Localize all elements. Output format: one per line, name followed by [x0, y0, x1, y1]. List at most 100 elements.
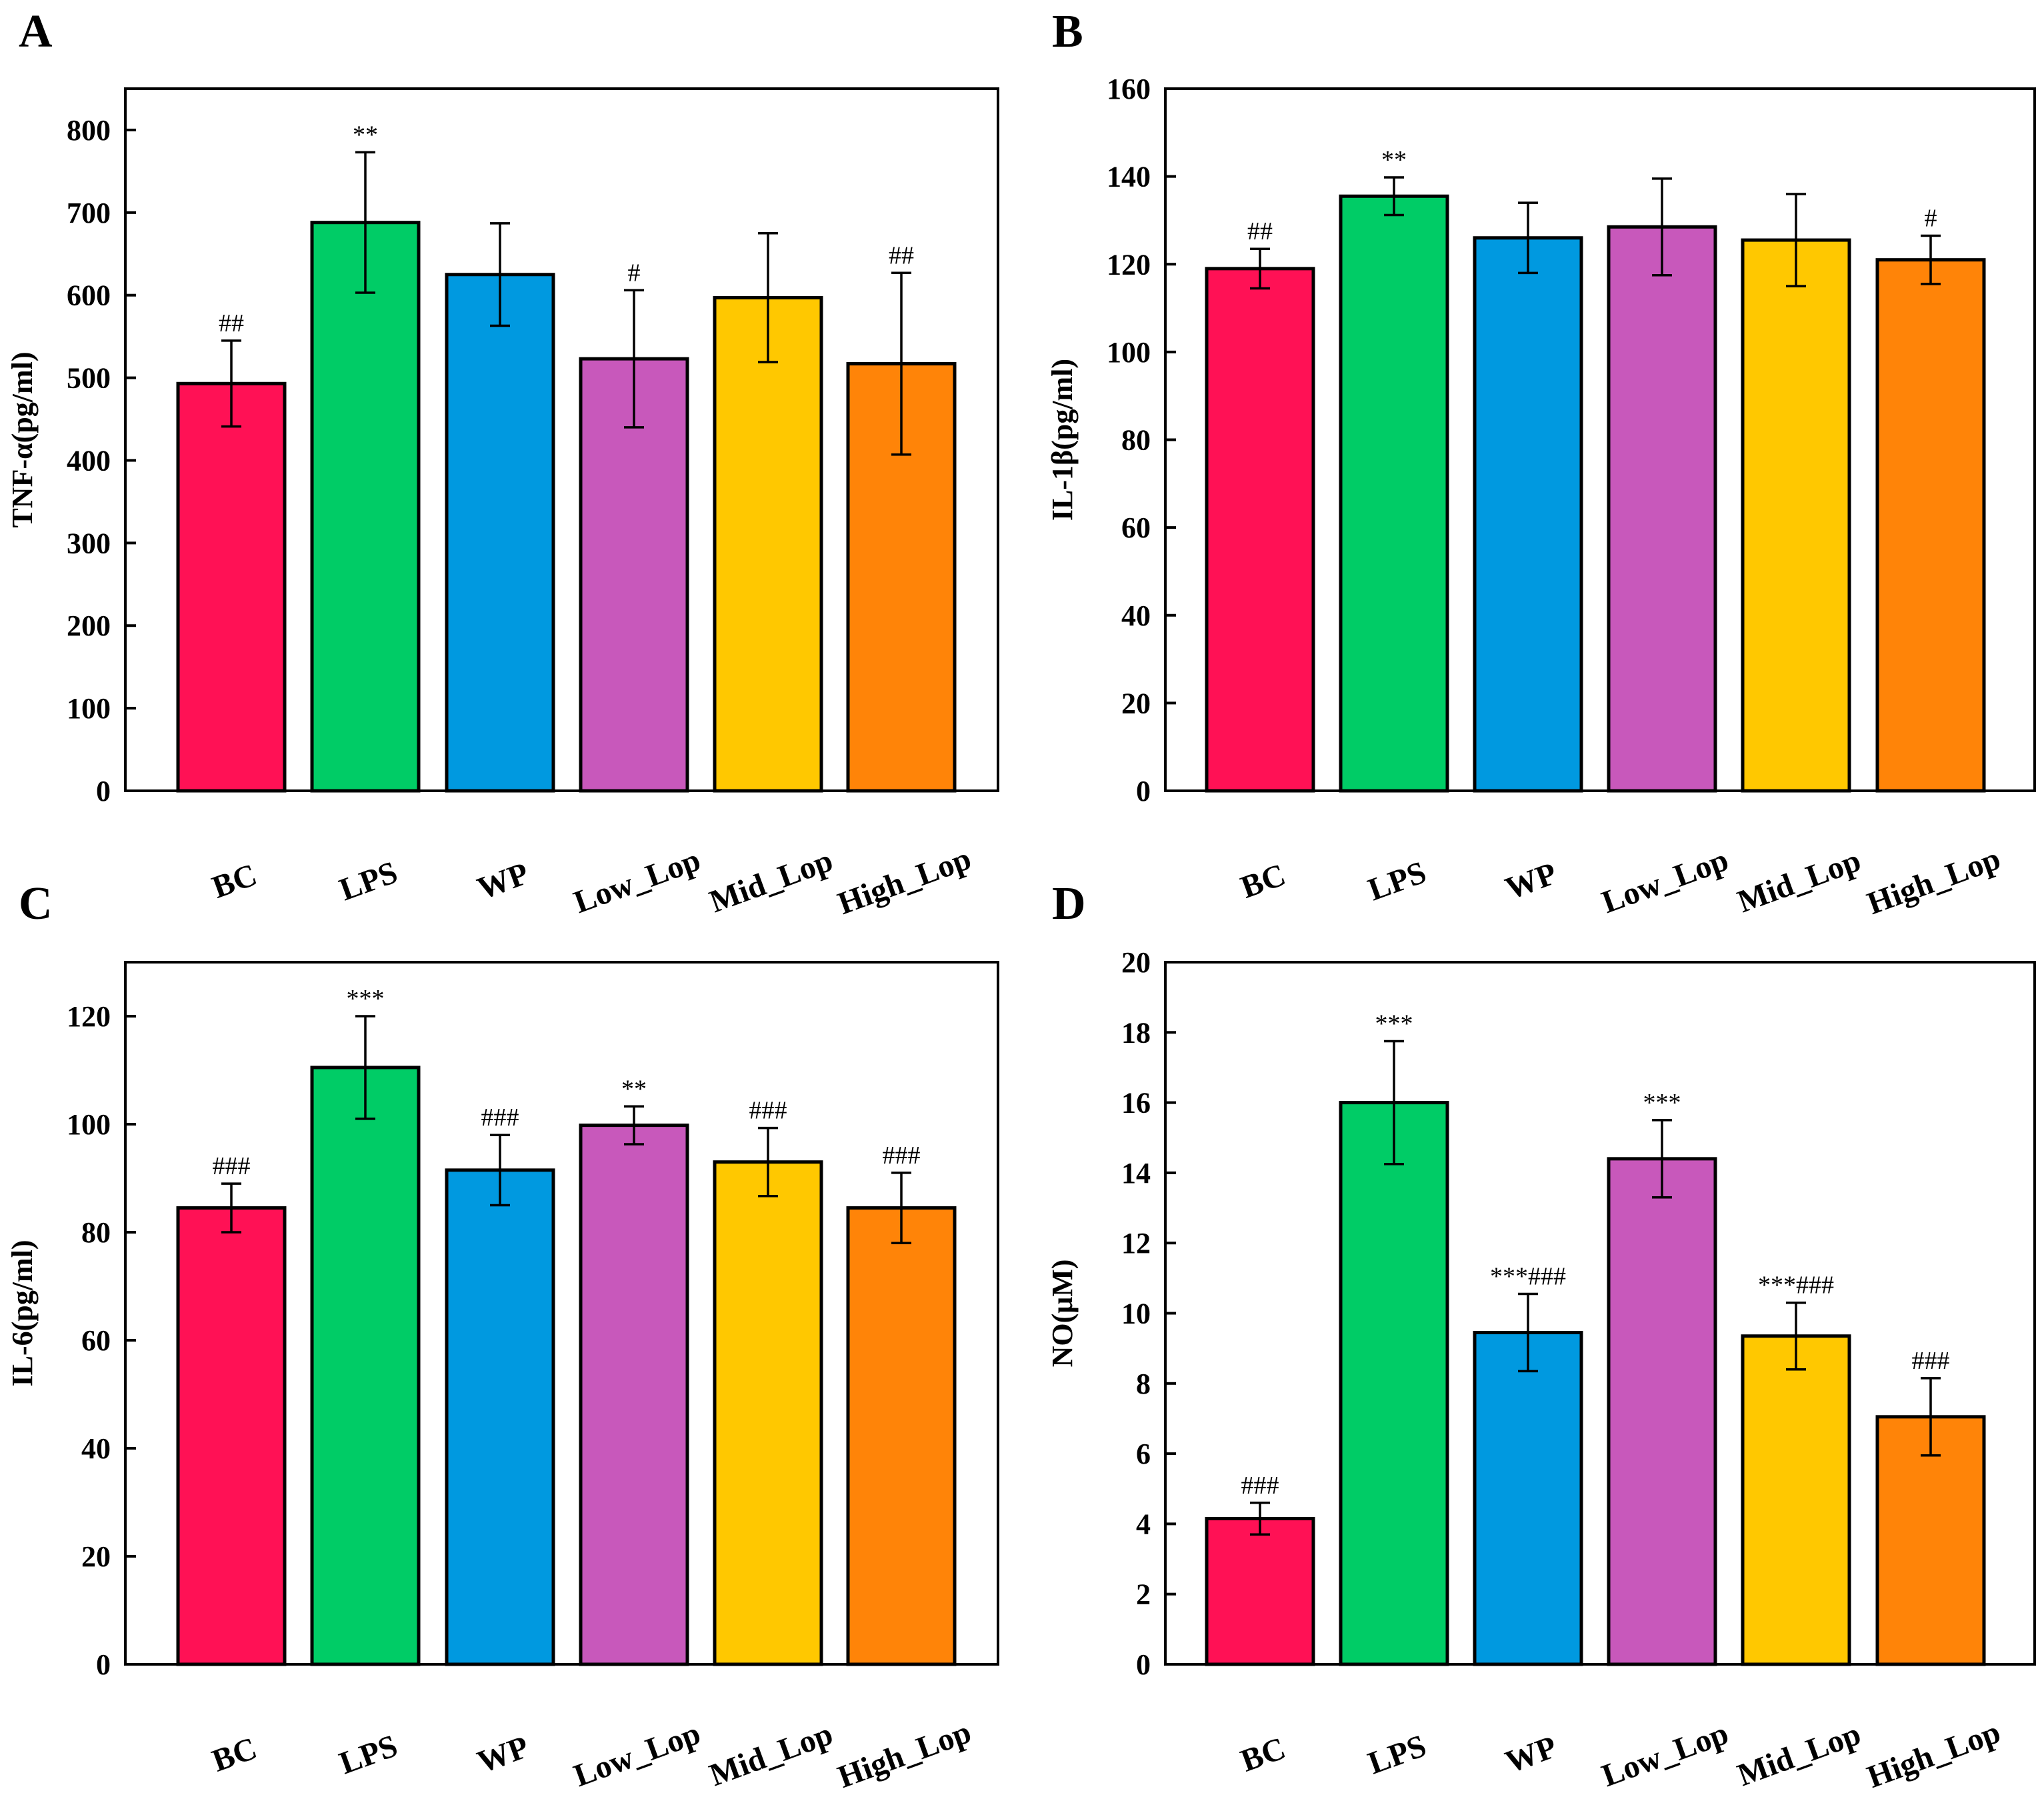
- error-bar: [1786, 1301, 1806, 1371]
- bar-bc: [176, 381, 287, 793]
- y-tick-label: 2: [1136, 1578, 1151, 1611]
- x-category-label: BC: [207, 1730, 261, 1779]
- y-tick-label: 800: [67, 114, 111, 147]
- panel-c: C 0 20 40 60 80 100 120 IL-6(pg/ml) ### BC *** LPS ##…: [6, 878, 999, 1795]
- y-tick-label: 20: [1121, 946, 1151, 979]
- y-tick-label: 0: [96, 775, 111, 807]
- x-category-label: LPS: [335, 1728, 402, 1781]
- significance-label: **: [353, 121, 378, 149]
- x-category-label: High_Lop: [1863, 841, 2005, 922]
- error-bar: [490, 222, 510, 327]
- y-axis-title: IL-1β(pg/ml): [1046, 359, 1079, 521]
- y-tick-label: 400: [67, 444, 111, 477]
- x-category-label: High_Lop: [833, 1714, 976, 1795]
- error-bar: [758, 1126, 778, 1198]
- significance-label: ##: [219, 309, 244, 337]
- y-tick-label: 160: [1107, 73, 1151, 105]
- y-tick-label: 300: [67, 527, 111, 559]
- error-bar: [1518, 201, 1538, 275]
- y-tick-label: 16: [1121, 1087, 1151, 1120]
- panel-letter: D: [1052, 878, 1086, 930]
- y-tick-label: 600: [67, 279, 111, 312]
- panel-letter: A: [19, 6, 53, 57]
- bar-high-lop: [846, 1206, 957, 1666]
- x-category-label: LPS: [1363, 1728, 1431, 1781]
- y-tick-label: 20: [81, 1540, 111, 1573]
- x-category-label: LPS: [335, 854, 402, 907]
- panel-a: A0100200300400500600700800TNF-α(pg/ml)##…: [6, 6, 999, 922]
- significance-label: ###: [213, 1152, 251, 1180]
- bar-mid-lop: [1741, 238, 1851, 793]
- y-tick-label: 200: [67, 609, 111, 642]
- bar-high-lop: [1875, 1415, 1986, 1666]
- x-category-label: Mid_Lop: [1733, 1716, 1865, 1793]
- plot-frame: [124, 961, 999, 1666]
- bar-lps: [1339, 194, 1449, 793]
- plot-frame: [1164, 961, 2036, 1666]
- x-category-label: Mid_Lop: [705, 843, 837, 920]
- x-category-label: WP: [1501, 855, 1561, 906]
- error-bar: [1384, 176, 1404, 217]
- y-tick-label: 20: [1121, 687, 1151, 719]
- y-tick-label: 40: [81, 1432, 111, 1465]
- bar-bc: [176, 1206, 287, 1666]
- x-category-label: High_Lop: [833, 841, 976, 922]
- error-bar: [1921, 234, 1941, 285]
- y-tick-label: 40: [1121, 599, 1151, 632]
- y-tick-label: 60: [1121, 511, 1151, 544]
- error-bar: [221, 1182, 241, 1234]
- y-tick-label: 0: [1136, 1648, 1151, 1681]
- y-tick-label: 100: [67, 1108, 111, 1141]
- y-axis-title: TNF-α(pg/ml): [6, 351, 39, 527]
- panel-letter: C: [19, 878, 53, 930]
- bar-lps: [310, 1066, 421, 1666]
- y-tick-label: 12: [1121, 1227, 1151, 1260]
- panel-b: B 0 20 40 60 80 100 120 140 160 IL-1β(pg/ml) ## BC **…: [1046, 6, 2036, 922]
- significance-label: ###: [1912, 1347, 1950, 1375]
- x-category-label: LPS: [1363, 854, 1431, 907]
- y-tick-label: 0: [96, 1648, 111, 1681]
- significance-label: ###: [481, 1104, 519, 1132]
- significance-label: ###: [1241, 1472, 1279, 1500]
- x-category-label: Low_Lop: [1597, 1716, 1733, 1794]
- significance-label: ##: [1247, 217, 1273, 245]
- y-tick-label: 80: [81, 1216, 111, 1249]
- error-bar: [1384, 1040, 1404, 1166]
- error-bar: [355, 151, 375, 294]
- y-tick-label: 500: [67, 362, 111, 395]
- significance-label: ##: [889, 241, 914, 269]
- error-bar: [1518, 1292, 1538, 1373]
- significance-label: **: [621, 1075, 647, 1103]
- bar-wp: [1473, 236, 1583, 793]
- y-tick-label: 18: [1121, 1016, 1151, 1049]
- error-bar: [221, 339, 241, 428]
- significance-label: **: [1381, 146, 1407, 174]
- y-tick-label: 120: [67, 1000, 111, 1033]
- panel-d: D02468101214161820NO(μM)###BC***LPS***##…: [1046, 878, 2036, 1795]
- significance-label: ***: [347, 985, 385, 1013]
- y-tick-label: 60: [81, 1324, 111, 1357]
- x-category-label: Low_Lop: [569, 1716, 705, 1794]
- x-category-label: Low_Lop: [1597, 842, 1733, 920]
- bar-low-lop: [1607, 1157, 1717, 1666]
- y-tick-label: 80: [1121, 424, 1151, 457]
- x-category-label: High_Lop: [1863, 1714, 2005, 1795]
- error-bar: [355, 1015, 375, 1120]
- bar-bc: [1205, 1517, 1315, 1666]
- x-category-label: BC: [207, 857, 261, 905]
- significance-label: ***: [1375, 1010, 1413, 1038]
- error-bar: [1250, 247, 1270, 290]
- y-tick-label: 700: [67, 197, 111, 229]
- significance-label: ###: [883, 1142, 921, 1170]
- y-tick-label: 14: [1121, 1157, 1151, 1190]
- bar-mid-lop: [713, 295, 823, 793]
- bar-high-lop: [1875, 258, 1986, 793]
- x-category-label: WP: [473, 1729, 533, 1780]
- x-category-label: Mid_Lop: [1733, 843, 1865, 920]
- x-category-label: WP: [1501, 1729, 1561, 1780]
- bar-wp: [445, 273, 555, 793]
- y-tick-label: 4: [1136, 1508, 1151, 1540]
- y-tick-label: 120: [1107, 248, 1151, 281]
- x-category-label: Mid_Lop: [705, 1716, 837, 1793]
